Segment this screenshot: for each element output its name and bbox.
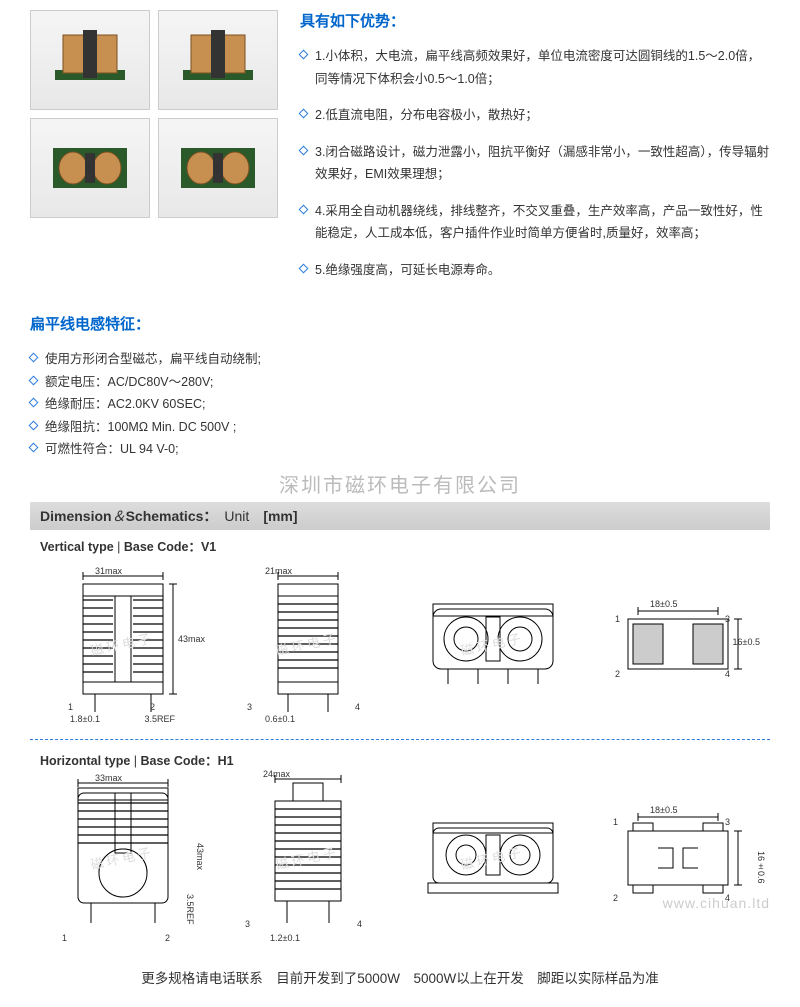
dim-schem: Schematics： [126, 508, 211, 524]
diamond-icon [29, 420, 39, 430]
feat-text: 绝缘耐压：AC2.0KV 60SEC; [45, 393, 205, 416]
pin: 1 [62, 933, 67, 943]
pin: 2 [165, 933, 170, 943]
diamond-icon [299, 145, 309, 155]
pin: 3 [245, 919, 250, 929]
dim-c: 1.8±0.1 [70, 714, 100, 724]
adv-text: 4.采用全自动机器绕线，排线整齐，不交叉重叠，生产效率高，产品一致性好，性能稳定… [315, 200, 770, 245]
diamond-icon [29, 398, 39, 408]
dim-hh: 16±0.6 [756, 851, 766, 884]
v-diagram-1: 磁环电子 31max 43max 1.8±0.1 3.5REF 1 2 [40, 564, 205, 724]
adv-text: 5.绝缘强度高，可延长电源寿命。 [315, 259, 500, 282]
product-photo-1 [30, 10, 150, 110]
diamond-icon [29, 375, 39, 385]
dim-b: 43max [178, 634, 205, 644]
dim-d: 3.5REF [144, 714, 175, 724]
pin: 2 [615, 669, 620, 679]
dim-label: Dimension [40, 508, 112, 524]
feat-text: 可燃性符合：UL 94 V-0; [45, 438, 179, 461]
pin: 2 [150, 702, 155, 712]
v-diagram-3: 磁环电子 [410, 589, 575, 699]
product-photo-3 [30, 118, 150, 218]
v-diagram-4: 18±0.5 16±0.5 1 3 2 4 [595, 589, 760, 699]
v-type: Vertical type [40, 540, 114, 554]
product-photo-4 [158, 118, 278, 218]
diamond-icon [299, 50, 309, 60]
diamond-icon [29, 443, 39, 453]
v-base: Base Code： [124, 540, 201, 554]
dim-g: 18±0.5 [650, 599, 677, 609]
feat-text: 额定电压：AC/DC80V～280V; [45, 371, 213, 394]
dim-hc: 3.5REF [185, 894, 195, 925]
h-type: Horizontal type [40, 754, 130, 768]
pin: 4 [355, 702, 360, 712]
dim-hg: 18±0.5 [650, 805, 677, 815]
dash-divider [30, 739, 770, 740]
h-code: H1 [218, 754, 234, 768]
dim-ha: 33max [95, 773, 122, 783]
vertical-subtitle: Vertical type | Base Code：V1 [40, 536, 770, 555]
diamond-icon [29, 353, 39, 363]
company-watermark: 深圳市磁环电子有限公司 [30, 469, 770, 498]
dim-e: 21max [265, 566, 292, 576]
pin: 3 [725, 614, 730, 624]
pin: 2 [613, 893, 618, 903]
pin: 4 [725, 669, 730, 679]
feat-text: 使用方形闭合型磁芯，扁平线自动绕制; [45, 348, 261, 371]
pin: 4 [357, 919, 362, 929]
adv-text: 3.闭合磁路设计，磁力泄露小，阻抗平衡好（漏感非常小，一致性超高），传导辐射效果… [315, 141, 770, 186]
feat-text: 绝缘阻抗：100MΩ Min. DC 500V ; [45, 416, 236, 439]
pin: 1 [615, 614, 620, 624]
diamond-icon [299, 109, 309, 119]
features-block: 扁平线电感特征： 使用方形闭合型磁芯，扁平线自动绕制; 额定电压：AC/DC80… [30, 313, 770, 461]
dim-hb: 43max [195, 843, 205, 870]
product-photos [30, 10, 280, 295]
dim-a: 31max [95, 566, 122, 576]
diamond-icon [299, 204, 309, 214]
dim-hf: 1.2±0.1 [270, 933, 300, 943]
diamond-icon [299, 263, 309, 273]
pin: 1 [68, 702, 73, 712]
dimension-header-bar: Dimension＆Schematics： Unit [mm] [30, 502, 770, 530]
dim-mm: [mm] [263, 508, 297, 524]
advantages-title: 具有如下优势： [300, 10, 770, 31]
product-photo-2 [158, 10, 278, 110]
h-diagram-3: 磁环电子 [410, 803, 575, 913]
adv-text: 2.低直流电阻，分布电容极小，散热好； [315, 104, 538, 127]
v-diagram-2: 磁环电子 21max 0.6±0.1 3 4 [225, 564, 390, 724]
pin: 3 [247, 702, 252, 712]
features-title: 扁平线电感特征： [30, 313, 770, 334]
website-watermark: www.cihuan.ltd [663, 895, 770, 911]
h-diagram-1: 磁环电子 33max 43max 3.5REF 1 2 [40, 773, 205, 943]
adv-text: 1.小体积，大电流，扁平线高频效果好，单位电流密度可达圆铜线的1.5～2.0倍，… [315, 45, 770, 90]
pin: 3 [725, 817, 730, 827]
vertical-diagrams: 磁环电子 31max 43max 1.8±0.1 3.5REF 1 2 磁环电子 [30, 559, 770, 729]
h-diagram-2: 磁环电子 24max 1.2±0.1 3 4 [225, 773, 390, 943]
h-base: Base Code： [141, 754, 218, 768]
horizontal-subtitle: Horizontal type | Base Code：H1 [40, 750, 770, 769]
dim-f: 0.6±0.1 [265, 714, 295, 724]
bottom-note: 更多规格请电话联系 目前开发到了5000W 5000W以上在开发 脚距以实际样品… [30, 967, 770, 987]
horizontal-diagrams: 磁环电子 33max 43max 3.5REF 1 2 磁环电子 [30, 773, 770, 943]
pin: 1 [613, 817, 618, 827]
top-section: 具有如下优势： 1.小体积，大电流，扁平线高频效果好，单位电流密度可达圆铜线的1… [30, 10, 770, 295]
dim-h: 16±0.5 [733, 637, 760, 647]
v-code: V1 [201, 540, 216, 554]
dim-amp: ＆ [112, 508, 126, 524]
dim-he: 24max [263, 769, 290, 779]
dim-unit: Unit [224, 508, 249, 524]
advantages-block: 具有如下优势： 1.小体积，大电流，扁平线高频效果好，单位电流密度可达圆铜线的1… [300, 10, 770, 295]
